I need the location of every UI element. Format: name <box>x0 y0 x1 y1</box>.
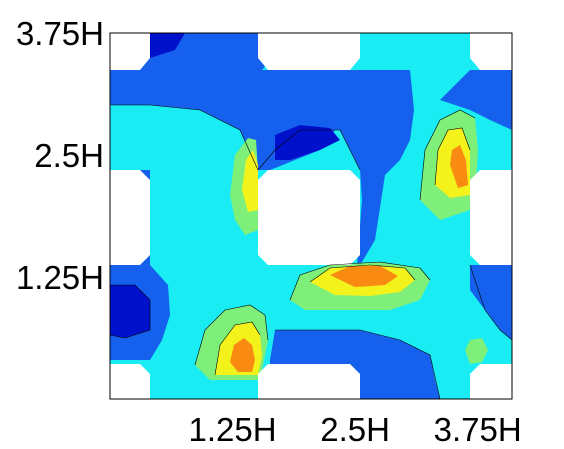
obstacle-middle-center <box>258 170 360 265</box>
obstacle-top-right <box>470 33 512 70</box>
contour-darkest-blue-left <box>110 285 150 338</box>
obstacle-bottom-center <box>258 364 360 399</box>
plot-frame <box>109 32 513 400</box>
y-tick-label: 1.25H <box>16 259 104 296</box>
y-tick-label: 2.5H <box>34 137 104 174</box>
obstacle-top-left <box>110 33 150 70</box>
x-tick-label: 1.25H <box>189 411 277 448</box>
contour-yellow-left-upper <box>242 150 258 212</box>
contour-blue-top-right <box>440 70 512 130</box>
contour-green-small-right <box>465 338 488 364</box>
axis-ticks: 1.25H 2.5H 3.75H 1.25H 2.5H 3.75H <box>16 15 522 448</box>
contour-darkest-blue-top-left <box>140 33 185 60</box>
contour-blue-right-mid <box>470 265 512 340</box>
x-tick-label: 3.75H <box>434 411 522 448</box>
obstacle-bottom-left <box>110 364 150 399</box>
x-tick-label: 2.5H <box>320 411 390 448</box>
contour-orange-peak-3 <box>450 145 468 188</box>
y-tick-label: 3.75H <box>16 15 104 52</box>
obstacle-middle-right <box>470 170 512 265</box>
contour-orange-peak-1 <box>230 338 255 372</box>
contour-dark-blue-top-center <box>258 70 414 266</box>
contour-lines <box>109 104 513 400</box>
obstacle-bottom-right <box>470 364 512 399</box>
obstacle-top-center <box>258 33 360 70</box>
obstacle-blocks <box>110 33 512 399</box>
contour-darkest-blue-center <box>275 125 340 160</box>
obstacle-middle-left <box>110 170 150 265</box>
contour-orange-peak-2 <box>330 266 398 287</box>
